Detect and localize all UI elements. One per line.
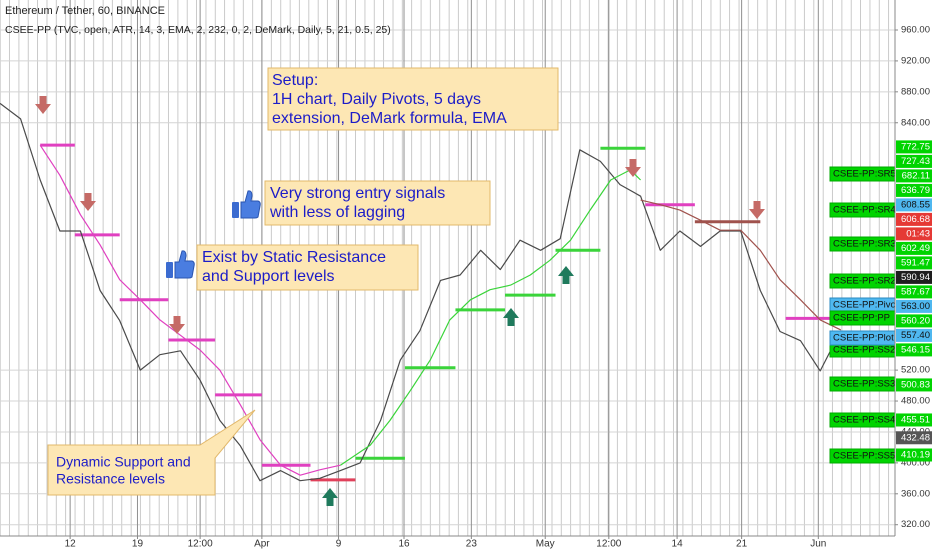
x-tick-label: 19	[132, 539, 144, 550]
annotation-text: and Support levels	[202, 268, 335, 285]
price-label: 432.48	[901, 432, 930, 443]
countdown-box	[896, 227, 932, 241]
price-label: 455.51	[901, 414, 930, 425]
y-tick-label: 360.00	[901, 488, 930, 499]
price-label-box	[896, 299, 932, 313]
level-tag: CSEE-PP:Plot	[833, 333, 894, 344]
price-label-box	[896, 212, 932, 226]
price-label-box	[896, 431, 932, 445]
annotation-text: extension, DeMark formula, EMA	[272, 110, 507, 127]
level-tag: CSEE-PP:SR2	[833, 276, 896, 287]
price-label-box	[896, 270, 932, 284]
annotation-text: Setup:	[272, 72, 318, 89]
price-label: 682.11	[902, 170, 930, 181]
y-tick-label: 880.00	[901, 86, 930, 97]
level-tag: CSEE-PP:SS5	[833, 451, 895, 462]
price-label-box	[896, 154, 932, 168]
price-label: 587.67	[901, 286, 930, 297]
level-tag: CSEE-PP:Pivot	[833, 300, 899, 311]
annotation-box	[264, 180, 491, 226]
indicator-settings: CSEE-PP (TVC, open, ATR, 14, 3, EMA, 2, …	[5, 24, 391, 36]
level-tag: CSEE-PP:SR3	[833, 239, 896, 250]
annotation-text: 1H chart, Daily Pivots, 5 days	[272, 91, 481, 108]
price-label: 557.40	[901, 330, 930, 341]
x-tick-label: Jun	[810, 539, 826, 550]
price-label-box	[896, 183, 932, 197]
price-label: 727.43	[901, 156, 930, 167]
y-tick-label: 480.00	[901, 396, 930, 407]
price-label-box	[896, 198, 932, 212]
x-tick-label: 23	[466, 539, 478, 550]
level-tag: CSEE-PP:SS2	[833, 345, 895, 356]
y-tick-label: 320.00	[901, 519, 930, 530]
level-tag: CSEE-PP:SR5	[833, 169, 896, 180]
price-label-box	[896, 241, 932, 255]
annotation-callout	[47, 409, 256, 496]
level-tag: CSEE-PP:PP	[833, 313, 890, 324]
price-label: 563.00	[901, 301, 930, 312]
price-line	[340, 169, 642, 466]
annotation-text: Very strong entry signals	[270, 185, 445, 202]
x-tick-label: 12:00	[596, 539, 621, 550]
price-label: 591.47	[901, 257, 930, 268]
x-tick-label: Apr	[254, 539, 270, 550]
price-label: 546.15	[901, 344, 930, 355]
price-label-box	[896, 343, 932, 357]
x-tick-label: 14	[672, 539, 684, 550]
annotation-text: Resistance levels	[56, 471, 165, 487]
x-tick-label: 21	[736, 539, 748, 550]
annotation-text: Exist by Static Resistance	[202, 249, 386, 266]
axes: 960.00920.00880.00840.00520.00480.00440.…	[65, 25, 932, 550]
y-tick-label: 960.00	[901, 25, 930, 36]
price-line	[640, 199, 842, 331]
price-label-box	[896, 314, 932, 328]
annotation-text: with less of lagging	[269, 204, 405, 221]
y-tick-label: 840.00	[901, 117, 930, 128]
price-label-box	[896, 140, 932, 154]
plot	[0, 102, 842, 482]
price-label: 602.49	[901, 243, 930, 254]
level-tag: CSEE-PP:SS4	[833, 415, 895, 426]
x-tick-label: 12:00	[188, 539, 213, 550]
price-label: 636.79	[901, 185, 930, 196]
price-label-box	[896, 285, 932, 299]
x-tick-label: 9	[336, 539, 342, 550]
price-line	[39, 144, 341, 476]
price-label-box	[896, 413, 932, 427]
time-axis	[0, 536, 932, 550]
annotations: Setup: 1H chart, Daily Pivots, 5 days ex…	[47, 67, 559, 496]
countdown-label: 01:43	[906, 228, 930, 239]
price-label-box	[896, 378, 932, 392]
level-tag: CSEE-PP:SS3	[833, 379, 895, 390]
price-label-box	[896, 448, 932, 462]
price-label-box	[896, 256, 932, 270]
chart-title: Ethereum / Tether, 60, BINANCE	[5, 5, 165, 17]
price-label: 772.75	[901, 141, 930, 152]
y-tick-label: 920.00	[901, 55, 930, 66]
price-label: 608.55	[901, 199, 930, 210]
price-line	[0, 102, 842, 482]
annotation-box	[196, 244, 419, 291]
x-tick-label: 16	[398, 539, 410, 550]
price-label: 560.20	[901, 315, 930, 326]
y-tick-label: 400.00	[901, 457, 930, 468]
x-tick-label: 12	[65, 539, 77, 550]
price-label: 500.83	[901, 379, 930, 390]
price-label: 410.19	[901, 450, 930, 461]
y-tick-label: 520.00	[901, 365, 930, 376]
price-label-box	[896, 328, 932, 342]
level-tags: CSEE-PP:SR5 CSEE-PP:SR4 CSEE-PP:SR3 CSEE…	[829, 166, 899, 464]
price-label-box	[896, 169, 932, 183]
annotation-text: Dynamic Support and	[56, 454, 191, 470]
level-tag: CSEE-PP:SR4	[833, 205, 896, 216]
x-tick-label: May	[536, 539, 555, 550]
price-label: 590.94	[901, 272, 930, 283]
price-label: 606.68	[901, 214, 930, 225]
annotation-box	[267, 67, 559, 131]
